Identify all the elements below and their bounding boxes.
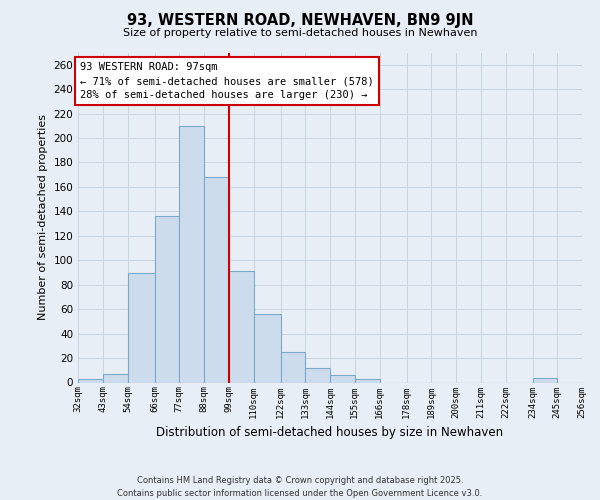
Bar	[128, 272, 155, 382]
Bar	[533, 378, 557, 382]
Bar	[179, 126, 204, 382]
Bar	[281, 352, 305, 382]
Bar	[78, 379, 103, 382]
Text: Contains HM Land Registry data © Crown copyright and database right 2025.
Contai: Contains HM Land Registry data © Crown c…	[118, 476, 482, 498]
Bar	[103, 374, 128, 382]
Bar	[355, 379, 380, 382]
Bar	[330, 375, 355, 382]
Text: Size of property relative to semi-detached houses in Newhaven: Size of property relative to semi-detach…	[123, 28, 477, 38]
Text: 93 WESTERN ROAD: 97sqm
← 71% of semi-detached houses are smaller (578)
28% of se: 93 WESTERN ROAD: 97sqm ← 71% of semi-det…	[80, 62, 374, 100]
Bar	[155, 216, 179, 382]
Bar	[229, 272, 254, 382]
Text: 93, WESTERN ROAD, NEWHAVEN, BN9 9JN: 93, WESTERN ROAD, NEWHAVEN, BN9 9JN	[127, 12, 473, 28]
X-axis label: Distribution of semi-detached houses by size in Newhaven: Distribution of semi-detached houses by …	[157, 426, 503, 439]
Bar	[254, 314, 281, 382]
Bar	[305, 368, 330, 382]
Y-axis label: Number of semi-detached properties: Number of semi-detached properties	[38, 114, 48, 320]
Bar	[204, 177, 229, 382]
